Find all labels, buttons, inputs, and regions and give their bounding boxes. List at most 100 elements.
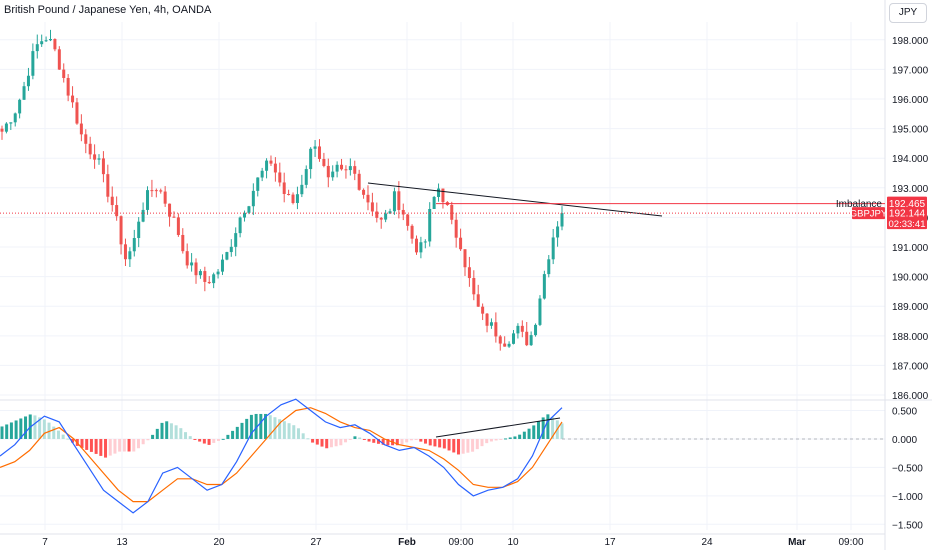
y-tick-label: 190.000 bbox=[892, 273, 929, 284]
candle-body bbox=[181, 234, 185, 252]
macd-lines bbox=[0, 398, 885, 514]
x-tick-label: 24 bbox=[701, 537, 713, 548]
macd-histogram-bar bbox=[311, 438, 315, 443]
y-tick-label: 196.000 bbox=[892, 95, 929, 106]
macd-histogram-bar bbox=[160, 422, 164, 439]
countdown-text: 02:33:41 bbox=[889, 219, 926, 230]
macd-histogram-bar bbox=[14, 420, 18, 439]
candle-body bbox=[119, 216, 123, 245]
currency-button[interactable]: JPY bbox=[889, 3, 927, 23]
macd-histogram-bar bbox=[56, 430, 60, 439]
candle-body bbox=[185, 251, 189, 266]
candle-body bbox=[450, 204, 454, 220]
candle-body bbox=[9, 122, 13, 124]
macd-histogram-bar bbox=[127, 438, 131, 452]
candle-body bbox=[489, 322, 493, 326]
candle-body bbox=[511, 333, 515, 344]
macd-histogram-bar bbox=[33, 415, 37, 439]
macd-histogram-bar bbox=[141, 438, 145, 445]
candle-body bbox=[115, 205, 119, 217]
macd-histogram-bar bbox=[315, 438, 319, 445]
candle-body bbox=[110, 196, 114, 206]
candle-body bbox=[423, 241, 427, 243]
macd-histogram-bar bbox=[306, 438, 310, 440]
macd-histogram-bar bbox=[386, 438, 390, 446]
macd-histogram-bar bbox=[245, 418, 249, 439]
candle-body bbox=[467, 267, 471, 279]
macd-histogram-bar bbox=[522, 431, 526, 439]
candle-body bbox=[529, 335, 533, 346]
candle-body bbox=[560, 213, 564, 227]
candle-body bbox=[362, 189, 366, 195]
macd-histogram-bar bbox=[240, 422, 244, 439]
imbalance-price-text: 192.465 bbox=[889, 199, 926, 210]
candle-body bbox=[397, 191, 401, 210]
x-tick-label: 20 bbox=[213, 537, 225, 548]
macd-histogram-bar bbox=[5, 424, 9, 439]
candle-body bbox=[44, 40, 48, 42]
macd-histogram-bar bbox=[532, 425, 536, 439]
macd-histogram-bar bbox=[42, 419, 46, 439]
macd-histogram-bar bbox=[193, 438, 197, 440]
candle-body bbox=[441, 188, 445, 203]
macd-histogram-bar bbox=[132, 438, 136, 452]
candle-body bbox=[538, 298, 542, 325]
macd-histogram-bar bbox=[184, 432, 188, 439]
macd-histogram-bar bbox=[494, 438, 498, 441]
candle-body bbox=[62, 69, 66, 78]
macd-histogram-bar bbox=[226, 434, 230, 439]
overlays bbox=[0, 182, 885, 438]
candle-body bbox=[265, 160, 269, 171]
candle-body bbox=[379, 217, 383, 220]
candle-body bbox=[481, 306, 485, 314]
candle-body bbox=[282, 182, 286, 194]
macd-histogram-bar bbox=[85, 438, 89, 450]
candle-body bbox=[57, 49, 61, 70]
candle-body bbox=[194, 262, 198, 276]
candle-body bbox=[150, 190, 154, 192]
macd-histogram-bar bbox=[301, 433, 305, 439]
candle-body bbox=[146, 190, 150, 210]
y-tick-label: 187.000 bbox=[892, 361, 929, 372]
macd-histogram-bar bbox=[146, 438, 150, 441]
macd-histogram-bar bbox=[287, 423, 291, 439]
macd-histogram-bar bbox=[202, 438, 206, 444]
macd-histogram-bar bbox=[475, 438, 479, 450]
y-tick-label: 189.000 bbox=[892, 302, 929, 313]
macd-histogram-bar bbox=[249, 414, 253, 439]
candle-body bbox=[207, 281, 211, 284]
candle-body bbox=[309, 148, 313, 170]
macd-histogram-bar bbox=[518, 434, 522, 439]
candle-body bbox=[256, 177, 260, 191]
candle-body bbox=[260, 170, 264, 178]
candle-body bbox=[463, 249, 467, 268]
y-tick-label: 191.000 bbox=[892, 243, 929, 254]
x-tick-label: 09:00 bbox=[838, 537, 863, 548]
macd-histogram-bar bbox=[395, 438, 399, 446]
candle-body bbox=[31, 51, 35, 76]
macd-histogram-bar bbox=[61, 434, 65, 439]
candle-body bbox=[406, 214, 410, 226]
candle-body bbox=[287, 193, 291, 195]
macd-histogram-bar bbox=[19, 418, 23, 439]
macd-histogram-bar bbox=[155, 428, 159, 439]
candle-body bbox=[516, 325, 520, 334]
macd-histogram-bar bbox=[99, 438, 103, 456]
candle-body bbox=[459, 237, 463, 250]
candle-body bbox=[88, 143, 92, 155]
candle-body bbox=[26, 75, 30, 87]
candle-body bbox=[220, 259, 224, 272]
y-tick-label: 193.000 bbox=[892, 184, 929, 195]
x-tick-label: 09:00 bbox=[448, 537, 473, 548]
macd-histogram-bar bbox=[179, 428, 183, 439]
candle-body bbox=[348, 166, 352, 171]
macd-histogram-bar bbox=[113, 438, 117, 454]
candle-body bbox=[419, 242, 423, 253]
macd-histogram-bar bbox=[414, 438, 418, 440]
candle-body bbox=[331, 171, 335, 178]
candle-body bbox=[212, 274, 216, 284]
x-tick-label: 27 bbox=[310, 537, 322, 548]
macd-histogram-bar bbox=[334, 438, 338, 447]
candle-body bbox=[75, 102, 79, 124]
y-tick-label: 194.000 bbox=[892, 154, 929, 165]
